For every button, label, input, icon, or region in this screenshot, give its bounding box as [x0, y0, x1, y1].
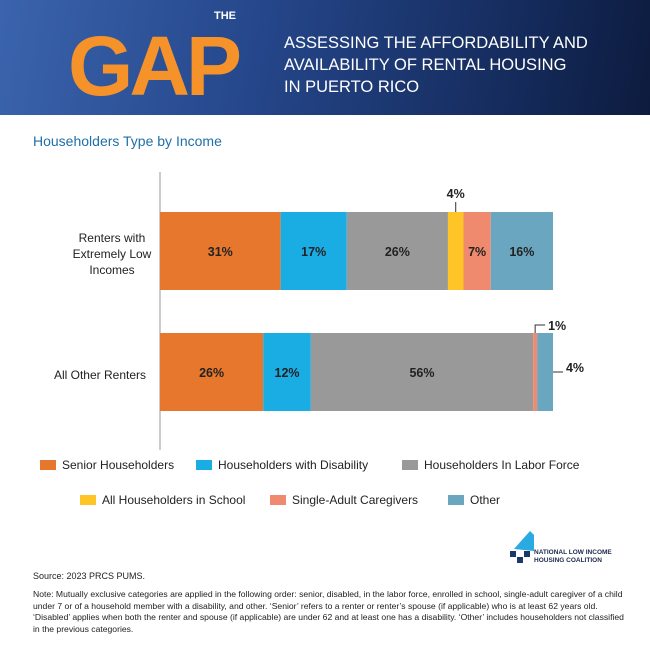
legend-label: Senior Householders	[62, 458, 175, 472]
legend-label: All Householders in School	[102, 493, 246, 507]
legend-swatch	[270, 495, 286, 505]
data-label: 1%	[548, 319, 566, 333]
legend-item: All Householders in School	[80, 493, 245, 507]
source-note: Source: 2023 PRCS PUMS.	[33, 571, 146, 581]
category-label-other: All Other Renters	[53, 368, 147, 382]
bar-segment	[490, 212, 553, 290]
legend-item: Single-Adult Caregivers	[270, 493, 418, 507]
the-gap-logo: THE GAP	[68, 10, 278, 110]
legend-item: Other	[448, 493, 500, 507]
bar-segment	[533, 333, 538, 411]
nlihc-logo: NATIONAL LOW INCOME HOUSING COALITION	[508, 527, 638, 571]
title-line: ASSESSING THE AFFORDABILITY AND	[284, 34, 588, 52]
bar-segment	[463, 212, 491, 290]
chart-title: Householders Type by Income	[33, 133, 222, 149]
methodology-note: Note: Mutually exclusive categories are …	[33, 589, 624, 634]
category-line: Extremely Low	[72, 247, 152, 261]
legend-label: Single-Adult Caregivers	[292, 493, 419, 507]
data-label: 31%	[208, 245, 233, 259]
legend-item: Senior Householders	[40, 458, 174, 472]
data-label: 26%	[199, 366, 224, 380]
bar-segment	[160, 333, 264, 411]
title-line: AVAILABILITY OF RENTAL HOUSING	[284, 56, 567, 74]
legend-swatch	[402, 460, 418, 470]
legend-item: Householders with Disability	[196, 458, 368, 472]
category-label-eli: Renters with Extremely Low Incomes	[62, 230, 162, 278]
legend-label: Householders with Disability	[218, 458, 369, 472]
org-name-line: HOUSING COALITION	[534, 557, 602, 564]
category-line: Renters with	[78, 231, 146, 245]
bar-segment	[310, 333, 534, 411]
logo-small-text: THE	[214, 10, 236, 22]
house-logo-icon	[510, 531, 534, 563]
data-label: 7%	[468, 245, 486, 259]
report-title: ASSESSING THE AFFORDABILITY AND AVAILABI…	[284, 32, 624, 98]
legend-swatch	[40, 460, 56, 470]
bar-segment	[263, 333, 311, 411]
bar-segment	[537, 333, 553, 411]
data-label: 4%	[447, 187, 465, 201]
bar-segment	[280, 212, 347, 290]
legend-swatch	[448, 495, 464, 505]
title-line: IN PUERTO RICO	[284, 78, 420, 96]
category-line: Incomes	[89, 263, 135, 277]
legend-label: Other	[470, 493, 501, 507]
header-banner: THE GAP ASSESSING THE AFFORDABILITY AND …	[0, 0, 650, 115]
data-label: 16%	[509, 245, 534, 259]
data-label: 4%	[566, 361, 584, 375]
leader-line	[534, 324, 546, 333]
data-label: 17%	[301, 245, 326, 259]
data-label: 56%	[409, 366, 434, 380]
legend-label: Householders In Labor Force	[424, 458, 580, 472]
legend-swatch	[196, 460, 212, 470]
data-label: 12%	[275, 366, 300, 380]
bar-segment	[160, 212, 281, 290]
org-name-line: NATIONAL LOW INCOME	[534, 549, 612, 556]
bar-segment	[346, 212, 448, 290]
logo-big-text: GAP	[68, 19, 242, 113]
stacked-bar-chart: 31% 17% 26% 4% 7% 16% 26% 12% 56% 1% 4%	[159, 172, 584, 450]
legend-item: Householders In Labor Force	[402, 458, 579, 472]
legend-swatch	[80, 495, 96, 505]
bar-segment	[447, 212, 464, 290]
data-label: 26%	[385, 245, 410, 259]
